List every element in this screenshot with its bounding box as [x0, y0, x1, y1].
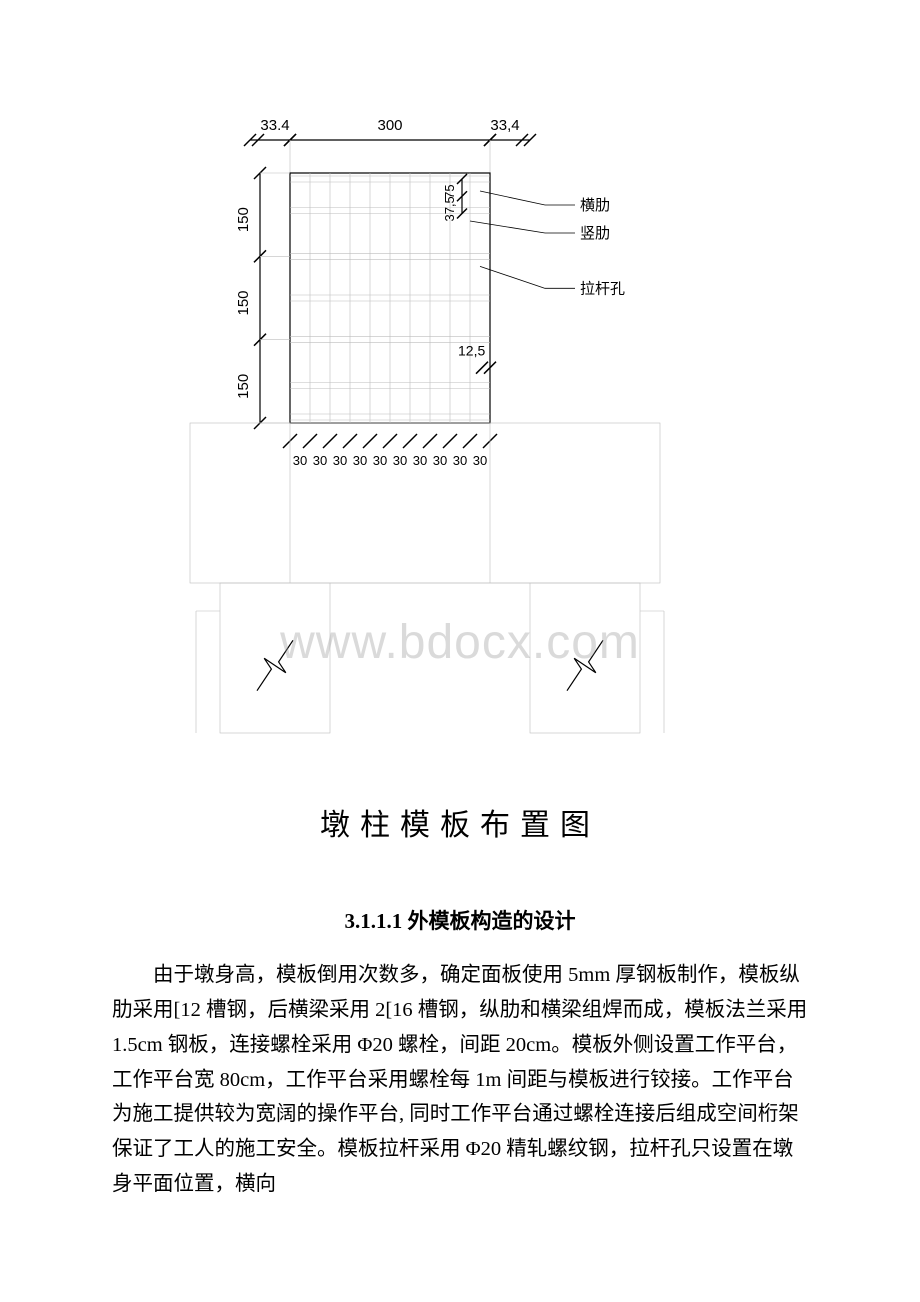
- svg-text:30: 30: [333, 453, 347, 468]
- svg-text:30: 30: [413, 453, 427, 468]
- svg-text:150: 150: [235, 207, 252, 232]
- diagram-title: 墩柱模板布置图: [0, 800, 920, 844]
- svg-text:37,5: 37,5: [442, 196, 457, 221]
- svg-text:150: 150: [235, 374, 252, 399]
- svg-text:300: 300: [377, 117, 402, 134]
- section-heading: 3.1.1.1 外模板构造的设计: [0, 905, 920, 935]
- svg-text:30: 30: [453, 453, 467, 468]
- formwork-diagram: 33.430033,41501501507537,512,5横肋竖肋拉杆孔303…: [0, 0, 920, 810]
- body-paragraph: 由于墩身高，模板倒用次数多，确定面板使用 5mm 厚钢板制作，模板纵肋采用[12…: [112, 958, 812, 1202]
- svg-text:竖肋: 竖肋: [580, 225, 610, 242]
- svg-text:33.4: 33.4: [260, 117, 289, 134]
- svg-text:30: 30: [353, 453, 367, 468]
- watermark: www.bdocx.com: [0, 615, 920, 670]
- svg-text:拉杆孔: 拉杆孔: [580, 280, 625, 297]
- svg-text:30: 30: [313, 453, 327, 468]
- svg-text:33,4: 33,4: [490, 117, 519, 134]
- section-number: 3.1.1.1: [345, 909, 403, 933]
- section-title: 外模板构造的设计: [408, 909, 576, 933]
- svg-text:30: 30: [433, 453, 447, 468]
- svg-text:横肋: 横肋: [580, 197, 610, 214]
- svg-text:30: 30: [473, 453, 487, 468]
- svg-text:30: 30: [293, 453, 307, 468]
- svg-text:12,5: 12,5: [458, 343, 485, 359]
- svg-text:30: 30: [373, 453, 387, 468]
- svg-text:30: 30: [393, 453, 407, 468]
- svg-text:150: 150: [235, 290, 252, 315]
